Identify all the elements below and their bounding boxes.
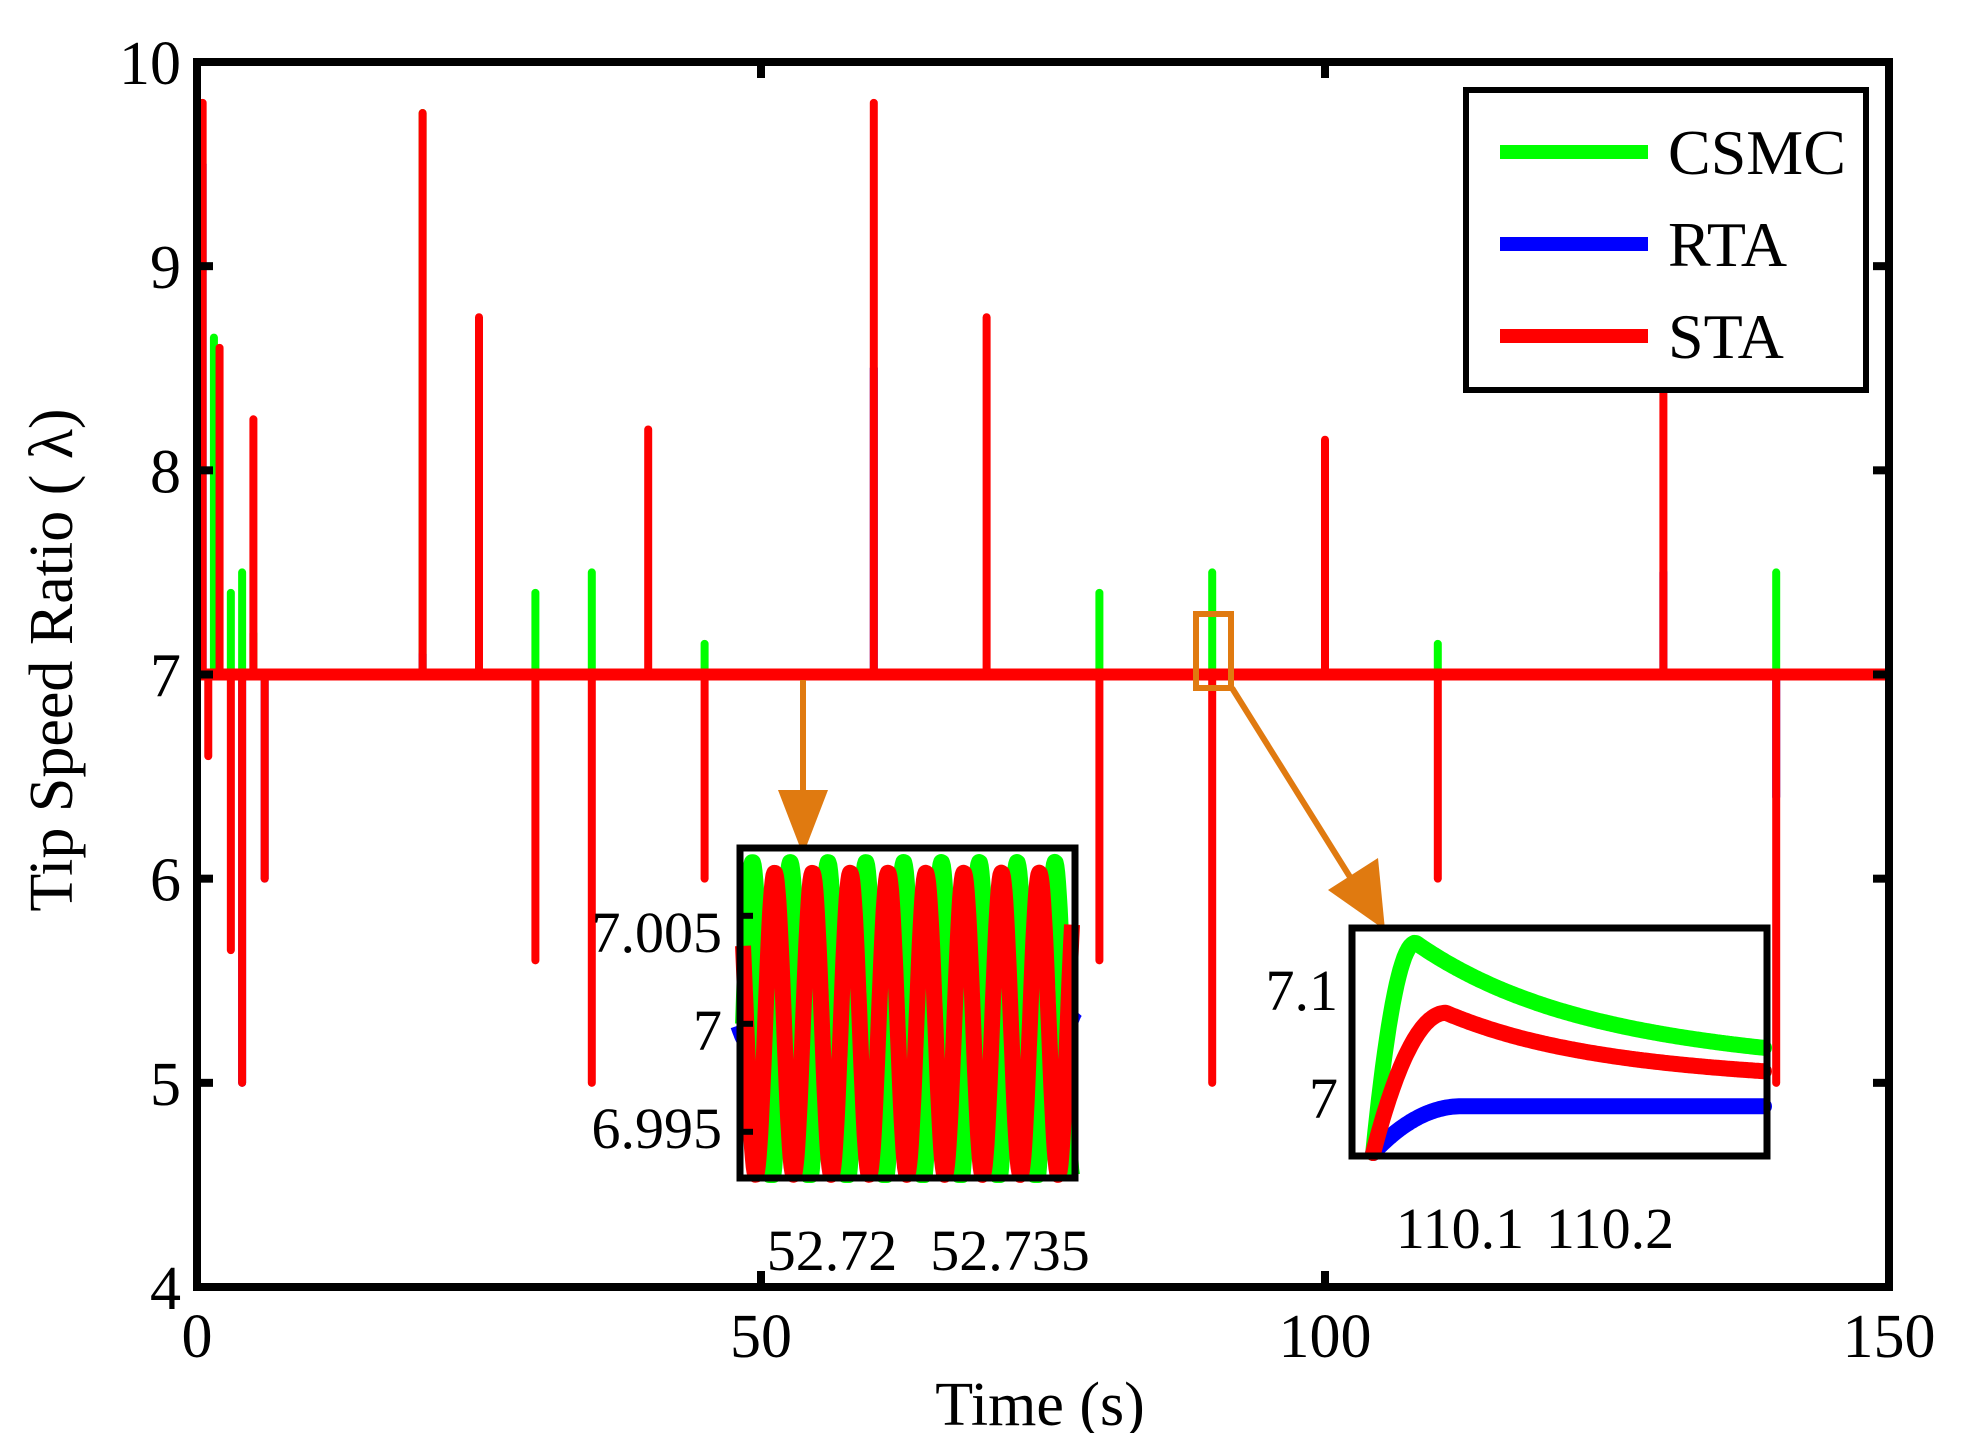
inset-1-ytick-2: 6.995: [592, 1096, 723, 1161]
y-tick-label-0: 4: [150, 1255, 181, 1323]
y-tick-label-2: 6: [150, 847, 181, 915]
x-tick-label-3: 150: [1843, 1303, 1936, 1371]
main-axis-ticks: 0 50 100 150 4 5 6 7 8 9 10: [119, 30, 1936, 1371]
inset-zoom-2: 7.1 7 110.1 110.2: [1266, 924, 1772, 1261]
inset-1-xtick-1: 52.735: [930, 1218, 1090, 1283]
inset-1-frame: [736, 844, 1079, 1182]
inset-2-ytick-0: 7.1: [1266, 958, 1339, 1023]
inset-2-xtick-0: 110.1: [1396, 1196, 1524, 1261]
inset-zoom-1: 7.005 7 6.995 52.72 52.735: [592, 844, 1090, 1283]
zoom-annotations: [778, 611, 1385, 930]
inset-2-rta-trace: [1365, 1098, 1772, 1161]
inset-1-traces: [730, 853, 1085, 1183]
inset-2-traces: [1365, 934, 1772, 1161]
inset-2-ytick-1: 7: [1309, 1066, 1338, 1131]
zoom-arrowhead-2: [1328, 858, 1385, 930]
legend-label-sta: STA: [1668, 301, 1784, 372]
y-tick-label-5: 9: [150, 234, 181, 302]
zoom-arrow-2: [1229, 686, 1358, 887]
y-tick-label-6: 10: [119, 30, 181, 98]
inset-1-xtick-0: 52.72: [767, 1218, 898, 1283]
zoom-region-box: [1193, 611, 1234, 691]
legend: CSMC RTA STA: [1463, 87, 1869, 393]
legend-label-csmc: CSMC: [1668, 117, 1846, 188]
inset-1-ytick-1: 7: [693, 998, 722, 1063]
x-tick-label-0: 0: [182, 1303, 213, 1371]
y-axis-label: Tip Speed Ratio ( λ): [18, 408, 86, 911]
y-tick-label-4: 8: [150, 438, 181, 506]
inset-2-xtick-1: 110.2: [1546, 1196, 1674, 1261]
inset-2-frame: [1348, 924, 1771, 1160]
legend-label-rta: RTA: [1668, 209, 1787, 280]
x-tick-label-2: 100: [1279, 1303, 1372, 1371]
y-tick-label-3: 7: [150, 643, 181, 711]
main-plot-traces: [196, 98, 1889, 1087]
y-tick-label-1: 5: [150, 1051, 181, 1119]
x-tick-label-1: 50: [730, 1303, 792, 1371]
inset-2-sta-trace: [1365, 1004, 1772, 1161]
x-axis-label: Time (s): [935, 1371, 1145, 1433]
inset-1-ytick-0: 7.005: [592, 900, 723, 965]
inset-2-csmc-trace: [1365, 934, 1772, 1161]
zoom-arrowhead-1: [778, 790, 828, 855]
inset-1-sta-trace: [735, 864, 1080, 1183]
